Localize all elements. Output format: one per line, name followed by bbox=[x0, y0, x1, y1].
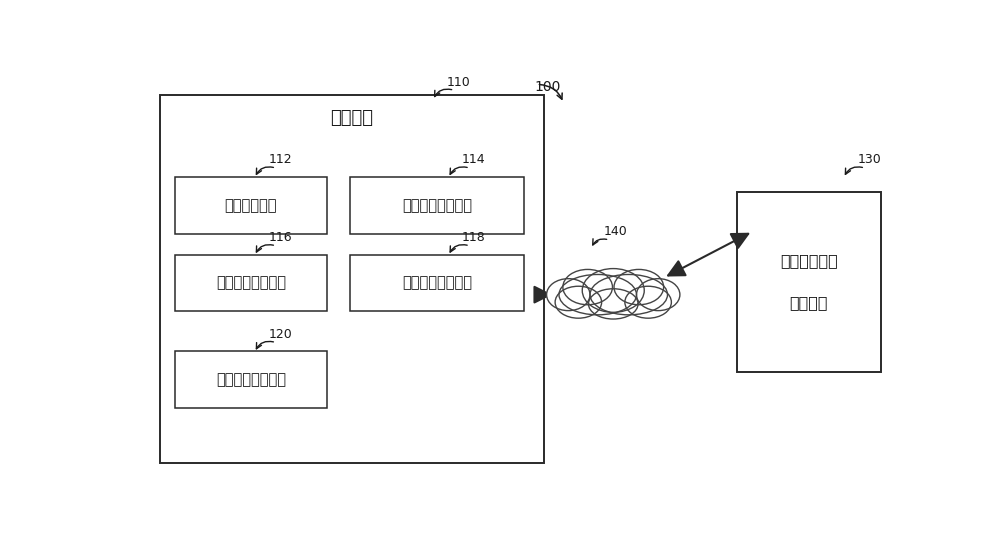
Ellipse shape bbox=[563, 269, 612, 305]
Text: 114: 114 bbox=[462, 153, 486, 167]
Ellipse shape bbox=[582, 269, 644, 312]
Text: 120: 120 bbox=[268, 328, 292, 341]
FancyBboxPatch shape bbox=[175, 254, 326, 311]
FancyBboxPatch shape bbox=[350, 177, 524, 234]
Text: 112: 112 bbox=[268, 153, 292, 167]
Text: 拓扑信息生成模块: 拓扑信息生成模块 bbox=[402, 198, 472, 213]
Text: 信息获取模块: 信息获取模块 bbox=[225, 198, 277, 213]
Ellipse shape bbox=[590, 275, 668, 315]
Text: 110: 110 bbox=[447, 76, 470, 88]
FancyBboxPatch shape bbox=[737, 192, 881, 372]
Text: 100: 100 bbox=[534, 80, 561, 94]
Ellipse shape bbox=[555, 286, 602, 318]
Text: 配置结果分析模块: 配置结果分析模块 bbox=[216, 372, 286, 387]
Text: 访问关系信息: 访问关系信息 bbox=[780, 253, 838, 269]
Text: 116: 116 bbox=[268, 231, 292, 244]
Ellipse shape bbox=[588, 289, 638, 319]
Text: 配置任务获取模块: 配置任务获取模块 bbox=[216, 276, 286, 290]
FancyBboxPatch shape bbox=[175, 352, 326, 408]
Text: 118: 118 bbox=[462, 231, 486, 244]
Ellipse shape bbox=[625, 286, 671, 318]
FancyBboxPatch shape bbox=[175, 177, 326, 234]
Ellipse shape bbox=[559, 275, 637, 315]
Text: 140: 140 bbox=[603, 225, 627, 238]
Text: 配置任务执行模块: 配置任务执行模块 bbox=[402, 276, 472, 290]
FancyBboxPatch shape bbox=[160, 95, 544, 463]
Text: 计算设备: 计算设备 bbox=[330, 109, 373, 127]
Text: 提供设备: 提供设备 bbox=[790, 295, 828, 311]
Ellipse shape bbox=[614, 269, 664, 305]
Ellipse shape bbox=[637, 278, 680, 311]
Text: 130: 130 bbox=[857, 153, 881, 167]
FancyBboxPatch shape bbox=[350, 254, 524, 311]
Ellipse shape bbox=[547, 278, 590, 311]
